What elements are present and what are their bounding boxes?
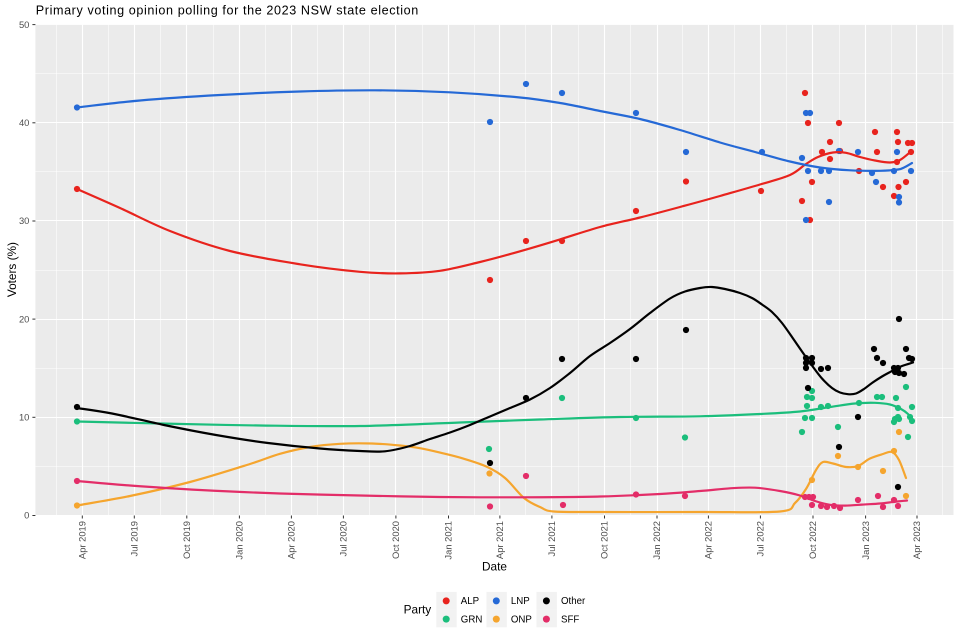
svg-text:ALP: ALP bbox=[461, 596, 479, 607]
svg-text:SFF: SFF bbox=[561, 614, 579, 625]
svg-text:Apr 2023: Apr 2023 bbox=[911, 521, 922, 559]
svg-text:Jan 2021: Jan 2021 bbox=[443, 521, 454, 560]
svg-text:Other: Other bbox=[561, 596, 586, 607]
svg-text:Apr 2022: Apr 2022 bbox=[703, 521, 714, 559]
svg-text:Jan 2022: Jan 2022 bbox=[651, 521, 662, 560]
svg-text:Date: Date bbox=[482, 560, 507, 574]
svg-text:Apr 2020: Apr 2020 bbox=[286, 521, 297, 559]
svg-text:10: 10 bbox=[19, 412, 29, 423]
svg-text:Jul 2019: Jul 2019 bbox=[129, 521, 140, 556]
svg-text:Voters (%): Voters (%) bbox=[5, 242, 19, 297]
svg-text:Jan 2023: Jan 2023 bbox=[860, 521, 871, 560]
svg-text:LNP: LNP bbox=[511, 596, 530, 607]
svg-text:0: 0 bbox=[24, 510, 29, 521]
svg-text:Apr 2021: Apr 2021 bbox=[494, 521, 505, 559]
svg-text:ONP: ONP bbox=[511, 614, 532, 625]
svg-text:Jan 2020: Jan 2020 bbox=[234, 521, 245, 560]
svg-text:Oct 2021: Oct 2021 bbox=[599, 521, 610, 559]
svg-text:Jul 2021: Jul 2021 bbox=[546, 521, 557, 556]
svg-text:Party: Party bbox=[404, 603, 432, 617]
svg-text:Primary voting opinion polling: Primary voting opinion polling for the 2… bbox=[36, 4, 419, 18]
svg-text:20: 20 bbox=[19, 313, 29, 324]
svg-text:GRN: GRN bbox=[461, 614, 483, 625]
svg-text:Oct 2022: Oct 2022 bbox=[807, 521, 818, 559]
svg-text:Oct 2020: Oct 2020 bbox=[390, 521, 401, 559]
svg-text:40: 40 bbox=[19, 117, 29, 128]
svg-text:Apr 2019: Apr 2019 bbox=[77, 521, 88, 559]
svg-text:Oct 2019: Oct 2019 bbox=[181, 521, 192, 559]
svg-text:Jul 2020: Jul 2020 bbox=[338, 521, 349, 556]
svg-text:Jul 2022: Jul 2022 bbox=[755, 521, 766, 556]
svg-text:50: 50 bbox=[19, 19, 29, 30]
svg-text:30: 30 bbox=[19, 215, 29, 226]
